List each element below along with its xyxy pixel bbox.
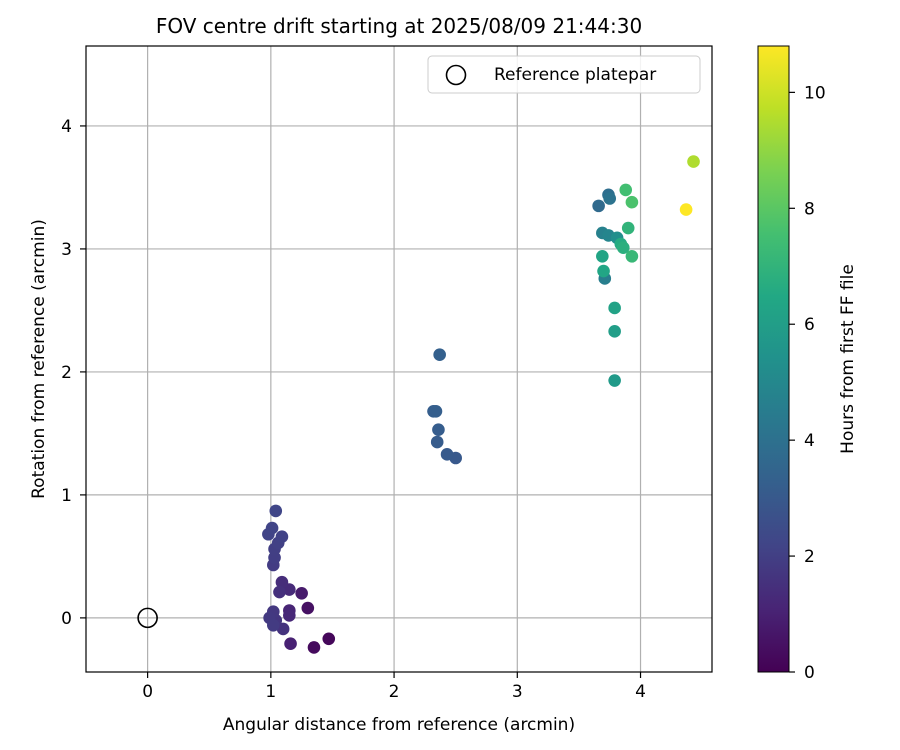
legend: Reference platepar — [427, 55, 701, 94]
scatter-point — [616, 241, 630, 254]
colorbar-gradient — [757, 45, 790, 673]
scatter-point — [433, 348, 446, 361]
scatter-point — [269, 504, 283, 518]
plot-area — [86, 46, 712, 672]
scatter-point — [597, 264, 610, 278]
scatter-point — [608, 374, 621, 387]
legend-entry-reference: Reference platepar — [494, 65, 656, 85]
y-axis-ticks: 0 1 2 3 4 — [61, 117, 86, 629]
scatter-point — [621, 221, 635, 235]
y-tick-label: 2 — [61, 363, 72, 383]
scatter-point — [301, 601, 315, 615]
colorbar-label: Hours from first FF file — [838, 264, 858, 454]
x-tick-label: 3 — [512, 682, 523, 702]
scatter-point — [432, 423, 445, 437]
colorbar: 0 2 4 6 8 10 Hours from first FF file — [757, 45, 858, 683]
x-tick-label: 1 — [265, 682, 276, 702]
scatter-point — [273, 585, 286, 599]
scatter-point — [307, 641, 321, 654]
scatter-point — [440, 448, 454, 461]
y-tick-label: 0 — [61, 609, 72, 629]
legend-box — [427, 55, 701, 94]
colorbar-tick-label: 0 — [804, 663, 815, 683]
y-tick-label: 1 — [61, 486, 72, 506]
scatter-point — [625, 250, 639, 263]
reference-platepar-marker — [137, 607, 158, 629]
x-tick-label: 0 — [142, 682, 153, 702]
scatter-point — [267, 618, 280, 632]
scatter-point — [268, 551, 281, 564]
plot-frame — [85, 45, 713, 673]
colorbar-tick-label: 2 — [804, 547, 815, 567]
scatter-point — [608, 301, 621, 315]
y-axis-label: Rotation from reference (arcmin) — [29, 219, 49, 499]
grid-lines — [86, 46, 712, 672]
scatter-point — [284, 637, 297, 651]
scatter-point — [687, 155, 700, 168]
scatter-point — [625, 195, 639, 209]
colorbar-ticks: 0 2 4 6 8 10 — [789, 83, 826, 683]
scatter-point — [265, 521, 279, 535]
scatter-point — [275, 575, 289, 589]
colorbar-tick-label: 6 — [804, 315, 815, 335]
colorbar-tick-label: 10 — [804, 83, 826, 103]
scatter-point — [429, 404, 443, 418]
scatter-point — [679, 203, 693, 216]
scatter-point — [283, 609, 296, 622]
scatter-point — [276, 622, 290, 636]
scatter-point — [295, 586, 308, 600]
x-tick-label: 4 — [635, 682, 646, 702]
colorbar-tick-label: 8 — [804, 199, 815, 219]
scatter-point — [322, 632, 336, 646]
scatter-point — [596, 250, 609, 263]
legend-marker-reference — [445, 64, 467, 86]
data-points — [137, 155, 700, 654]
x-axis-label: Angular distance from reference (arcmin) — [223, 715, 575, 735]
x-tick-label: 2 — [389, 682, 400, 702]
y-tick-label: 4 — [61, 117, 72, 137]
scatter-point — [619, 183, 633, 197]
colorbar-tick-label: 4 — [804, 431, 815, 451]
y-tick-label: 3 — [61, 240, 72, 260]
scatter-point — [592, 199, 605, 213]
x-axis-ticks: 0 1 2 3 4 — [142, 672, 646, 702]
scatter-point — [275, 530, 289, 544]
scatter-point — [430, 435, 444, 449]
chart-title: FOV centre drift starting at 2025/08/09 … — [156, 14, 642, 38]
scatter-point — [608, 325, 621, 338]
scatter-point — [603, 192, 617, 205]
